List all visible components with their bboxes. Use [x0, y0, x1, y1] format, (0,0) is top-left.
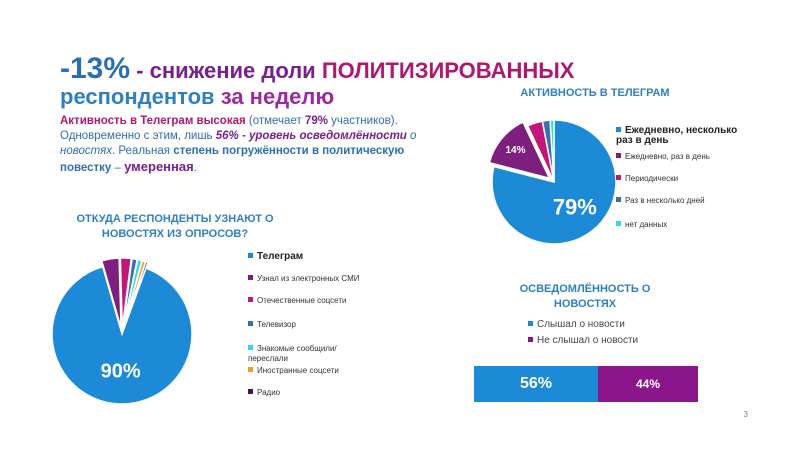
summary-s10: умеренная — [124, 159, 194, 174]
awareness-legend-not-heard: Не слышал о новости — [528, 336, 638, 346]
legend-item-3: Телевизор — [248, 320, 368, 330]
legend-label: Радио — [257, 388, 281, 397]
headline-line2: респондентов за неделю — [60, 84, 334, 110]
summary-s1: Активность в Телеграм высокая — [60, 115, 246, 127]
legend-swatch — [616, 175, 621, 180]
summary-s3: 79% — [304, 115, 328, 127]
legend-item-5: Иностранные соцсети — [248, 366, 368, 376]
pie-slice-0 — [51, 265, 193, 405]
page-number: 3 — [743, 410, 748, 419]
legend-item-6: Радио — [248, 388, 368, 398]
legend-swatch — [248, 253, 253, 258]
summary-paragraph: Активность в Телеграм высокая (отмечает … — [60, 114, 425, 176]
legend-item-1: Ежедневно, раз в день — [616, 152, 736, 162]
summary-s2: (отмечает — [245, 115, 305, 127]
legend-swatch — [528, 321, 533, 326]
legend-item-4: Знакомые сообщили/переслали — [248, 344, 368, 364]
sources-chart-title: ОТКУДА РЕСПОНДЕНТЫ УЗНАЮТ О НОВОСТЯХ ИЗ … — [76, 213, 274, 240]
headline-mid: - снижение доли — [130, 58, 322, 83]
legend-swatch — [616, 197, 621, 202]
legend-swatch — [248, 275, 253, 280]
awareness-bar-heard: 56% — [474, 366, 598, 402]
sources-pie-chart: 90% — [51, 257, 193, 405]
summary-s6: о новостях — [60, 130, 417, 157]
legend-item-0: Телеграм — [248, 252, 378, 262]
pie-slice-4 — [549, 119, 555, 183]
activity-legend: Ежедневно, несколько раз в день Ежедневно… — [616, 122, 746, 242]
legend-item-2: Периодически — [616, 174, 736, 184]
legend-label: Раз в несколько дней — [625, 196, 705, 205]
summary-s8: степень погружённости в политическую пов… — [60, 145, 405, 174]
legend-label: Узнал из электронных СМИ — [257, 274, 360, 283]
legend-swatch — [248, 297, 253, 302]
headline-emphasis: ПОЛИТИЗИРОВАННЫХ — [321, 58, 575, 83]
legend-swatch — [248, 389, 253, 394]
legend-label: Ежедневно, несколько раз в день — [616, 125, 738, 146]
pie-label-1: 14% — [505, 145, 525, 156]
awareness-chart-title: ОСВЕДОМЛЁННОСТЬ О НОВОСТЯХ — [519, 283, 651, 310]
legend-item-2: Отечественные соцсети — [248, 296, 368, 306]
summary-s7: . Реальная — [111, 145, 174, 157]
legend-swatch — [248, 367, 253, 372]
legend-item-0: Ежедневно, несколько раз в день — [616, 126, 746, 146]
legend-label: нет данных — [625, 220, 668, 229]
legend-swatch — [616, 153, 621, 158]
legend-swatch — [528, 337, 533, 342]
pie-label-0: 90% — [101, 360, 141, 382]
legend-item-1: Узнал из электронных СМИ — [248, 274, 368, 284]
headline-respondents: респондентов — [60, 84, 221, 109]
legend-item-4: нет данных — [616, 220, 736, 230]
awareness-bar-not-heard: 44% — [598, 366, 698, 402]
summary-s9: – — [111, 162, 125, 174]
legend-swatch — [248, 321, 253, 326]
legend-label: Телевизор — [257, 320, 296, 329]
activity-chart-title: АКТИВНОСТЬ В ТЕЛЕГРАМ — [520, 87, 670, 99]
headline-week: за неделю — [220, 84, 335, 109]
awareness-legend-heard: Слышал о новости — [528, 320, 625, 330]
pie-slice-1 — [488, 121, 551, 180]
legend-swatch — [616, 221, 621, 226]
sources-legend: Телеграм Узнал из электронных СМИ Отечеств… — [248, 246, 408, 406]
summary-s4: участников). Одновременно с этим, лишь — [60, 115, 398, 142]
pie-slice-1 — [100, 257, 122, 329]
legend-item-3: Раз в несколько дней — [616, 196, 736, 206]
legend-label: Отечественные соцсети — [257, 296, 347, 305]
activity-pie-chart: 79% 14% — [488, 119, 617, 245]
legend-label: Периодически — [625, 174, 679, 183]
legend-label: Знакомые сообщили/переслали — [248, 344, 337, 363]
summary-s11: . — [193, 162, 197, 174]
legend-swatch — [248, 345, 253, 350]
headline-line1: -13% - снижение доли ПОЛИТИЗИРОВАННЫХ — [60, 52, 574, 86]
legend-label: Не слышал о новости — [537, 335, 639, 346]
legend-label: Ежедневно, раз в день — [625, 152, 710, 161]
pie-slice-6 — [123, 260, 149, 329]
pie-label-0: 79% — [553, 195, 597, 220]
legend-label: Телеграм — [257, 251, 304, 262]
legend-swatch — [616, 127, 621, 132]
headline-percent: -13% — [60, 52, 131, 85]
legend-label: Слышал о новости — [537, 319, 625, 330]
summary-s5: 56% - уровень осведомлённости — [215, 130, 407, 142]
legend-label: Иностранные соцсети — [257, 366, 339, 375]
